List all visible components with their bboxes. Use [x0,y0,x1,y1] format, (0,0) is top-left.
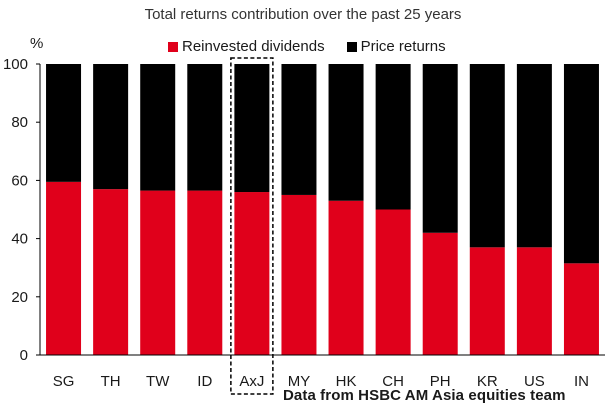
legend-label-price-returns: Price returns [360,38,446,55]
bar-sg-price-returns [46,64,82,182]
y-tick-label: 100 [3,56,28,73]
bar-tw-price-returns [140,64,176,191]
bar-hk-price-returns [328,64,364,201]
bar-hk-reinvested-dividends [328,200,364,355]
legend-item-price-returns: Price returns [346,38,446,55]
y-axis-unit-label: % [30,35,44,52]
bar-my-reinvested-dividends [281,194,317,355]
legend-item-reinvested-dividends: Reinvested dividends [168,38,325,55]
bar-id-reinvested-dividends [187,190,223,355]
x-tick-label-id: ID [197,373,212,390]
y-tick-label: 80 [11,114,28,131]
bar-kr-reinvested-dividends [469,247,505,355]
bar-tw-reinvested-dividends [140,190,176,355]
y-tick-label: 60 [11,172,28,189]
x-tick-label-ph: PH [430,373,451,390]
x-tick-label-sg: SG [53,373,75,390]
bar-axj-price-returns [234,64,270,193]
x-tick-label-us: US [524,373,545,390]
x-tick-label-in: IN [574,373,589,390]
bar-us-price-returns [516,64,552,248]
bar-th-price-returns [93,64,129,190]
bar-in-reinvested-dividends [563,263,599,355]
bar-kr-price-returns [469,64,505,248]
bar-in-price-returns [563,64,599,264]
bar-ph-price-returns [422,64,458,233]
bar-ph-reinvested-dividends [422,232,458,355]
bar-my-price-returns [281,64,317,195]
x-tick-label-ch: CH [382,373,404,390]
x-tick-label-hk: HK [336,373,357,390]
x-tick-label-tw: TW [146,373,170,390]
legend-swatch-reinvested-dividends [168,41,178,52]
bar-us-reinvested-dividends [516,247,552,355]
bar-sg-reinvested-dividends [46,181,82,355]
bar-axj-reinvested-dividends [234,192,270,355]
y-tick-label: 20 [11,289,28,306]
legend-swatch-price-returns [346,41,357,52]
y-tick-label: 0 [20,347,28,364]
y-tick-label: 40 [11,231,28,248]
legend-label-reinvested-dividends: Reinvested dividends [182,38,325,55]
chart-legend: Reinvested dividends Price returns [168,38,468,55]
x-tick-label-my: MY [288,373,311,390]
bar-th-reinvested-dividends [93,189,129,355]
chart-title: Total returns contribution over the past… [144,6,462,23]
bar-ch-price-returns [375,64,411,210]
x-tick-label-axj: AxJ [239,373,264,390]
highlight-box-axj [230,57,274,395]
x-tick-label-kr: KR [477,373,498,390]
x-tick-label-th: TH [101,373,121,390]
bar-ch-reinvested-dividends [375,209,411,355]
source-note: Data from HSBC AM Asia equities team [283,387,566,404]
bar-id-price-returns [187,64,223,191]
